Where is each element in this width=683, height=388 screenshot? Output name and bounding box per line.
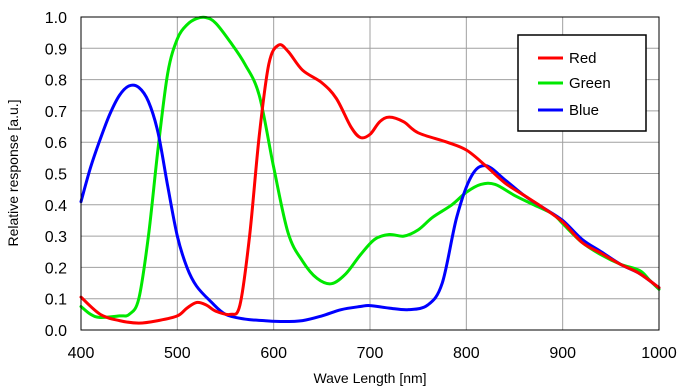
y-tick-label: 0.4 [45, 198, 67, 215]
x-tick-label: 600 [260, 345, 287, 362]
x-tick-label: 800 [453, 345, 480, 362]
x-tick-label: 400 [68, 345, 95, 362]
y-tick-label: 0.8 [45, 73, 67, 90]
y-axis-title: Relative response [a.u.] [5, 99, 21, 246]
y-tick-label: 0.7 [45, 104, 67, 121]
x-tick-label: 1000 [641, 345, 677, 362]
x-axis-title: Wave Length [nm] [313, 370, 426, 386]
plot-area-border [80, 16, 660, 331]
legend-label-red: Red [569, 50, 597, 67]
x-tick-label: 500 [164, 345, 191, 362]
series-lines [79, 15, 661, 325]
y-tick-label: 0.9 [45, 41, 67, 58]
y-tick-label: 0.0 [45, 323, 67, 340]
y-tick-label: 1.0 [45, 10, 67, 27]
x-tick-label: 900 [549, 345, 576, 362]
legend: Red Green Blue [517, 34, 647, 132]
y-tick-label: 0.6 [45, 135, 67, 152]
y-tick-label: 0.5 [45, 167, 67, 184]
y-tick-label: 0.3 [45, 229, 67, 246]
legend-label-blue: Blue [569, 102, 599, 119]
series-line-red [79, 43, 661, 325]
legend-label-green: Green [569, 75, 611, 92]
x-axis-ticks: 400 500 600 700 800 900 1000 [68, 345, 677, 362]
y-tick-label: 0.1 [45, 292, 67, 309]
y-tick-label: 0.2 [45, 260, 67, 277]
x-tick-label: 700 [357, 345, 384, 362]
y-axis-ticks: 0.0 0.1 0.2 0.3 0.4 0.5 0.6 0.7 0.8 0.9 1.0 [45, 10, 67, 340]
